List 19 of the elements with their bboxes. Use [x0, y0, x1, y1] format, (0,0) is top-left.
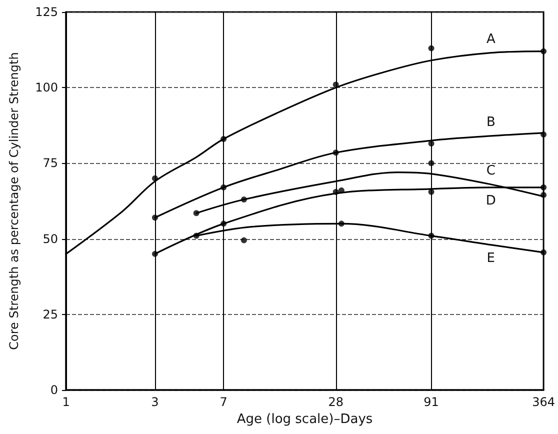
y-tick-label: 50 [42, 232, 58, 246]
y-axis-title: Core Strength as percentage of Cylinder Strength [7, 52, 21, 350]
x-tick-label: 1 [62, 395, 70, 409]
y-tick-label: 75 [42, 156, 58, 170]
series-label: A [486, 32, 496, 47]
y-tick-label: 100 [35, 80, 58, 95]
y-tick-label: 25 [42, 307, 58, 322]
series-label: D [486, 193, 496, 208]
series-label: E [486, 250, 496, 266]
series-label: C [486, 163, 496, 178]
x-tick-label: 28 [328, 395, 344, 409]
x-tick-label: 3 [151, 395, 159, 409]
x-axis-title: Age (log scale)–Days [236, 412, 373, 427]
x-tick-label: 364 [532, 395, 555, 409]
x-tick-label: 7 [220, 395, 228, 409]
y-tick-label: 125 [35, 5, 58, 19]
series-label: B [486, 114, 496, 130]
y-tick-label: 0 [50, 383, 58, 397]
x-tick-label: 91 [424, 395, 439, 409]
